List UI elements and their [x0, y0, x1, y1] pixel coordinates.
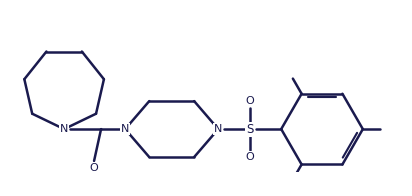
- Text: O: O: [89, 163, 98, 173]
- Text: N: N: [60, 124, 68, 134]
- Text: O: O: [246, 96, 255, 106]
- Text: N: N: [214, 124, 222, 134]
- Text: S: S: [246, 122, 254, 136]
- Text: O: O: [246, 152, 255, 162]
- Text: N: N: [121, 124, 129, 134]
